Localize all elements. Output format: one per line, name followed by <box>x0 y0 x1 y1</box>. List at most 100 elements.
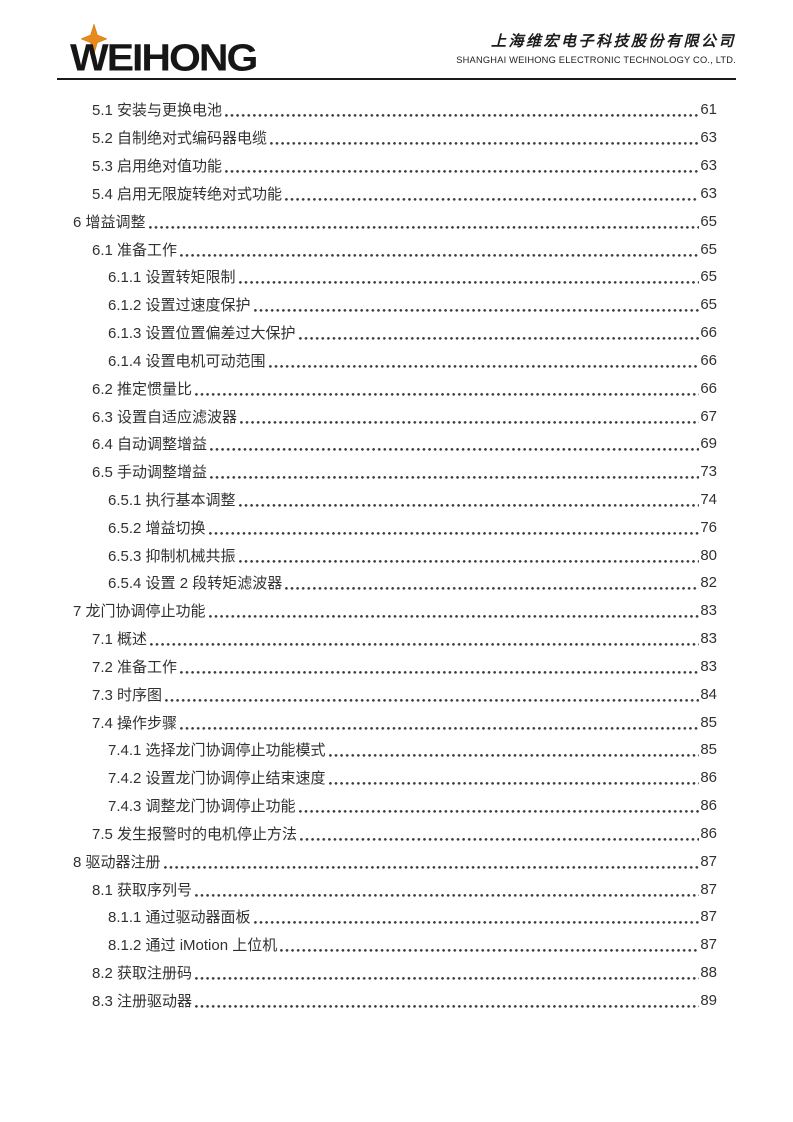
dot-leader <box>328 754 700 758</box>
toc-entry-title: 6.5.2 增益切换 <box>108 519 206 537</box>
toc-entry: 8 驱动器注册 87 <box>57 847 717 875</box>
company-name-english: SHANGHAI WEIHONG ELECTRONIC TECHNOLOGY C… <box>456 54 736 65</box>
dot-leader <box>268 364 700 368</box>
toc-entry: 6.1.3 设置位置偏差过大保护 66 <box>57 319 717 347</box>
toc-entry-page-number: 89 <box>700 991 717 1009</box>
dot-leader <box>253 921 700 925</box>
toc-entry-page-number: 69 <box>700 435 717 453</box>
toc-entry: 6.5.3 抑制机械共振 80 <box>57 541 717 569</box>
dot-leader <box>208 531 700 535</box>
toc-entry-page-number: 74 <box>700 491 717 508</box>
toc-entry: 7.5 发生报警时的电机停止方法 86 <box>57 820 717 848</box>
toc-entry-title: 6.1.2 设置过速度保护 <box>108 297 251 315</box>
toc-entry: 6.2 推定惯量比 66 <box>57 374 717 402</box>
dot-leader <box>195 1004 700 1008</box>
dot-leader <box>253 309 700 313</box>
toc-entry: 6.5 手动调整增益 73 <box>57 458 717 486</box>
toc-entry-page-number: 82 <box>700 574 717 592</box>
toc-entry-page-number: 84 <box>700 685 717 703</box>
toc-entry: 5.3 启用绝对值功能 63 <box>57 152 717 180</box>
toc-entry: 5.2 自制绝对式编码器电缆 63 <box>57 124 717 152</box>
dot-leader <box>240 420 700 424</box>
toc-entry-page-number: 76 <box>700 518 717 536</box>
toc-entry: 8.2 获取注册码 88 <box>57 959 717 987</box>
toc-entry-title: 7.5 发生报警时的电机停止方法 <box>92 825 298 843</box>
toc-entry-page-number: 86 <box>700 769 717 787</box>
toc-entry-title: 6.5.4 设置 2 段转矩滤波器 <box>108 575 283 593</box>
toc-entry-page-number: 88 <box>700 964 717 982</box>
toc-entry: 6.5.1 执行基本调整 74 <box>57 486 717 514</box>
toc-entry-title: 7.4.1 选择龙门协调停止功能模式 <box>108 742 326 760</box>
toc-entry-page-number: 66 <box>700 324 717 342</box>
toc-entry-page-number: 83 <box>700 630 717 648</box>
toc-entry-title: 6.5 手动调整增益 <box>92 464 208 482</box>
company-name-block: 上海维宏电子科技股份有限公司 SHANGHAI WEIHONG ELECTRON… <box>456 33 736 66</box>
toc-entry-page-number: 73 <box>700 463 717 481</box>
dot-leader <box>285 197 700 201</box>
dot-leader <box>238 281 700 285</box>
toc-entry-page-number: 63 <box>700 184 717 202</box>
toc-entry-page-number: 87 <box>700 908 717 926</box>
toc-entry-page-number: 87 <box>700 852 717 870</box>
toc-entry-title: 7.1 概述 <box>92 631 148 649</box>
toc-entry-title: 5.1 安装与更换电池 <box>92 102 223 120</box>
toc-entry: 6.3 设置自适应滤波器 67 <box>57 402 717 430</box>
toc-entry-page-number: 65 <box>700 212 717 230</box>
toc-entry: 8.1 获取序列号 87 <box>57 875 717 903</box>
weihong-logo: WEIHONG <box>70 24 258 77</box>
dot-leader <box>210 448 700 452</box>
toc-entry-page-number: 80 <box>700 546 717 564</box>
toc-entry-title: 8.1.1 通过驱动器面板 <box>108 909 251 927</box>
toc-entry: 7.4.3 调整龙门协调停止功能 86 <box>57 792 717 820</box>
dot-leader <box>298 337 700 341</box>
toc-entry: 5.1 安装与更换电池 61 <box>57 96 717 124</box>
toc-entry-title: 6.1.3 设置位置偏差过大保护 <box>108 325 296 343</box>
toc-entry: 6.1.2 设置过速度保护 65 <box>57 291 717 319</box>
dot-leader <box>180 253 700 257</box>
dot-leader <box>210 476 700 480</box>
toc-entry-title: 6 增益调整 <box>73 213 146 231</box>
toc-entry-title: 7.4 操作步骤 <box>92 714 178 732</box>
dot-leader <box>195 392 700 396</box>
company-name-chinese: 上海维宏电子科技股份有限公司 <box>490 34 736 50</box>
dot-leader <box>285 587 700 591</box>
toc-entry-page-number: 86 <box>700 824 717 842</box>
toc-entry: 7.3 时序图 84 <box>57 680 717 708</box>
toc-entry: 6.1.1 设置转矩限制 65 <box>57 263 717 291</box>
dot-leader <box>148 225 700 229</box>
toc-entry: 6.1.4 设置电机可动范围 66 <box>57 346 717 374</box>
toc-entry-page-number: 85 <box>700 713 717 731</box>
toc-entry: 6.4 自动调整增益 69 <box>57 430 717 458</box>
toc-entry-title: 6.2 推定惯量比 <box>92 380 193 398</box>
dot-leader <box>280 949 700 953</box>
toc-entry-title: 8.2 获取注册码 <box>92 965 193 983</box>
dot-leader <box>180 726 700 730</box>
toc-entry-page-number: 86 <box>700 797 717 815</box>
table-of-contents: 5.1 安装与更换电池 61 5.2 自制绝对式编码器电缆 63 5.3 启用绝对值功能… <box>57 96 717 1014</box>
toc-entry-page-number: 83 <box>700 657 717 675</box>
toc-entry: 8.3 注册驱动器 89 <box>57 987 717 1015</box>
toc-entry: 8.1.2 通过 iMotion 上位机 87 <box>57 931 717 959</box>
toc-entry: 5.4 启用无限旋转绝对式功能 63 <box>57 179 717 207</box>
toc-entry-page-number: 61 <box>700 101 717 119</box>
toc-entry-title: 5.4 启用无限旋转绝对式功能 <box>92 185 283 203</box>
dot-leader <box>163 865 700 869</box>
toc-entry-title: 6.4 自动调整增益 <box>92 436 208 454</box>
toc-entry-page-number: 87 <box>700 880 717 898</box>
toc-entry-title: 7.4.3 调整龙门协调停止功能 <box>108 798 296 816</box>
toc-entry-page-number: 65 <box>700 296 717 314</box>
toc-entry-title: 6.1.4 设置电机可动范围 <box>108 352 266 370</box>
toc-entry-page-number: 63 <box>700 129 717 147</box>
toc-entry-title: 7.2 准备工作 <box>92 658 178 676</box>
dot-leader <box>300 837 700 841</box>
toc-entry-title: 8 驱动器注册 <box>73 853 161 871</box>
dot-leader <box>195 893 700 897</box>
toc-entry-title: 6.5.3 抑制机械共振 <box>108 547 236 565</box>
toc-entry-title: 6.1 准备工作 <box>92 241 178 259</box>
toc-entry-page-number: 67 <box>700 407 717 425</box>
toc-entry-title: 6.5.1 执行基本调整 <box>108 492 236 509</box>
dot-leader <box>225 170 700 174</box>
toc-entry-page-number: 63 <box>700 157 717 175</box>
toc-entry: 7.4 操作步骤 85 <box>57 708 717 736</box>
